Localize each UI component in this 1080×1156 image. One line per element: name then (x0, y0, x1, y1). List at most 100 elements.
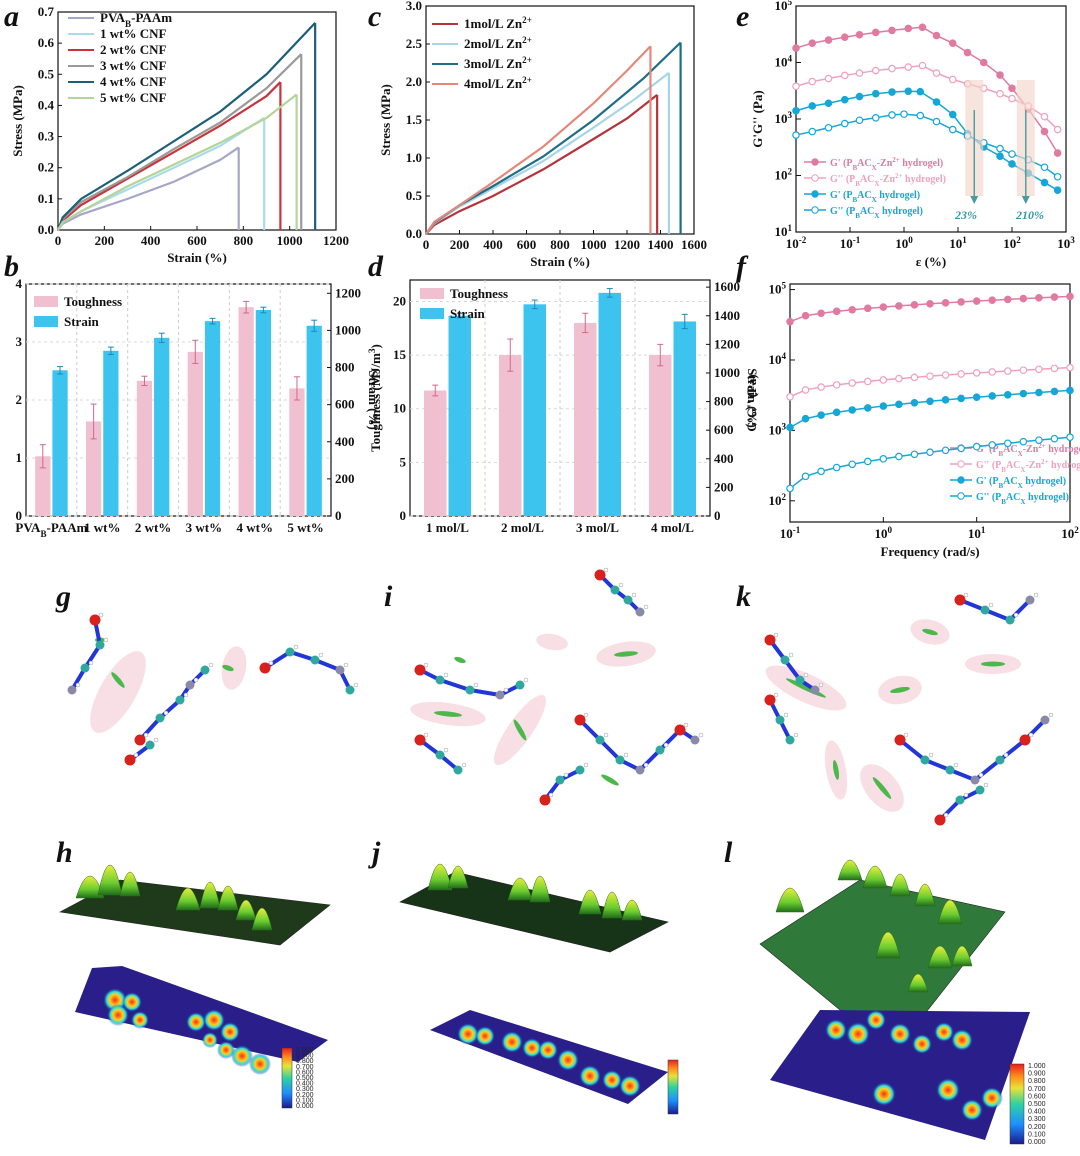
y2-tick-label: 1200 (714, 336, 740, 351)
hydrogen-atom (523, 677, 529, 683)
colorbar-h: 1.0000.9000.8000.7000.6000.5000.4000.300… (281, 1047, 314, 1110)
y-tick-label: 3 (16, 334, 23, 349)
surface-render-l (759, 859, 1030, 1140)
legend-swatch (420, 288, 444, 299)
bond-chain (768, 638, 817, 692)
x-tick-label: 1400 (648, 237, 674, 252)
hydrogen-atom (353, 682, 359, 688)
series-point (988, 296, 997, 304)
series-point (996, 144, 1004, 153)
interaction-region (221, 646, 247, 690)
surface-peak (601, 892, 623, 919)
hydrogen-atom (983, 782, 989, 788)
x-tick-label: 200 (95, 233, 115, 248)
series-point (824, 99, 833, 108)
x-tick-label: 102 (1061, 525, 1079, 541)
y-axis-label: Toughness (MJ/m3) (367, 344, 383, 452)
hydrogen-atom (643, 604, 649, 610)
series-point (786, 393, 794, 401)
bar-strain (103, 350, 119, 516)
hydrogen-atom (98, 612, 104, 618)
bar-toughness (289, 388, 305, 516)
series-point (879, 303, 888, 311)
colorbar-tick-label: 0.400 (296, 1081, 314, 1088)
hydrogen-atom (153, 737, 159, 743)
hydrogen-atom (423, 732, 429, 738)
hydrogen-atom (583, 712, 589, 718)
hydrogen-atom (75, 682, 81, 688)
atom (453, 765, 463, 775)
hydrogen-atom (583, 762, 589, 768)
x-tick-label: 600 (517, 237, 537, 252)
hydrogen-atom (698, 732, 704, 738)
atom (764, 634, 776, 646)
bond-chain (898, 718, 1047, 783)
y-tick-label: 0.1 (38, 191, 54, 206)
y-axis-label: Stress (MPa) (10, 85, 25, 157)
annotation-210pct: 210% (1015, 208, 1044, 222)
series-point (855, 30, 864, 39)
series-point (1040, 163, 1049, 172)
chart-f-frequency-sweep: 10-1 100 101 102 102 103 104 105 Frequency (rad/… (744, 281, 1080, 559)
hydrogen-atom (943, 812, 949, 818)
series-line (789, 366, 1071, 398)
surface-peak (889, 874, 911, 897)
series-point (1035, 365, 1043, 374)
series-point (808, 127, 817, 136)
legend-label: G' (PBACX hydrogel) (976, 476, 1066, 490)
series-point (918, 23, 927, 32)
plot-frame (789, 283, 1071, 523)
series-point (948, 39, 957, 47)
bar-strain (598, 292, 621, 516)
series-point (879, 455, 888, 463)
y-tick-label: 15 (393, 347, 407, 362)
series-point (957, 370, 965, 378)
series-point (941, 371, 950, 379)
density-blob (961, 1099, 983, 1121)
colorbar-tick-label: 0.400 (1028, 1109, 1046, 1116)
series-point (932, 117, 941, 126)
series-point (900, 110, 908, 118)
x-tick-label: 101 (968, 525, 986, 541)
hydrogen-atom (88, 660, 94, 666)
colorbar-tick-label: 0.900 (296, 1053, 314, 1060)
hydrogen-atom (183, 692, 189, 698)
y-tick-label: 0.5 (38, 66, 55, 81)
series-point (1050, 364, 1059, 373)
nci-isosurface (513, 719, 527, 741)
series-point (941, 396, 950, 404)
y-tick-label: 0.3 (38, 129, 55, 144)
series-point (910, 373, 919, 382)
hydrogen-atom (683, 722, 689, 728)
atom (1025, 595, 1035, 605)
atom (655, 745, 665, 755)
bar-strain (523, 304, 546, 516)
density-blob (602, 1070, 622, 1090)
series-point (824, 36, 833, 44)
category-label: PVAB-PAAm (15, 520, 87, 539)
legend-marker (811, 206, 819, 214)
series-line (56, 22, 316, 231)
hydrogen-atom (643, 762, 649, 768)
series-line (56, 53, 303, 231)
annotation-23pct: 23% (954, 208, 977, 222)
hydrogen-atom (978, 772, 984, 778)
series-point (1050, 293, 1059, 301)
hydrogen-atom (773, 692, 779, 698)
colorbar-tick-label: 0.000 (1028, 1139, 1046, 1146)
atom (435, 750, 445, 760)
series-point (855, 116, 864, 125)
bar-toughness (238, 307, 254, 516)
series-point (801, 472, 810, 481)
surface-peak (837, 859, 863, 881)
density-blob (203, 1009, 225, 1031)
panel-label-e: e (736, 0, 749, 33)
y-tick-label: 103 (768, 421, 786, 437)
atom (955, 795, 965, 805)
series-point (855, 92, 864, 101)
series-point (808, 102, 817, 110)
atom (495, 690, 505, 700)
y-tick-label: 10 (393, 401, 406, 416)
series-point (1008, 150, 1016, 158)
